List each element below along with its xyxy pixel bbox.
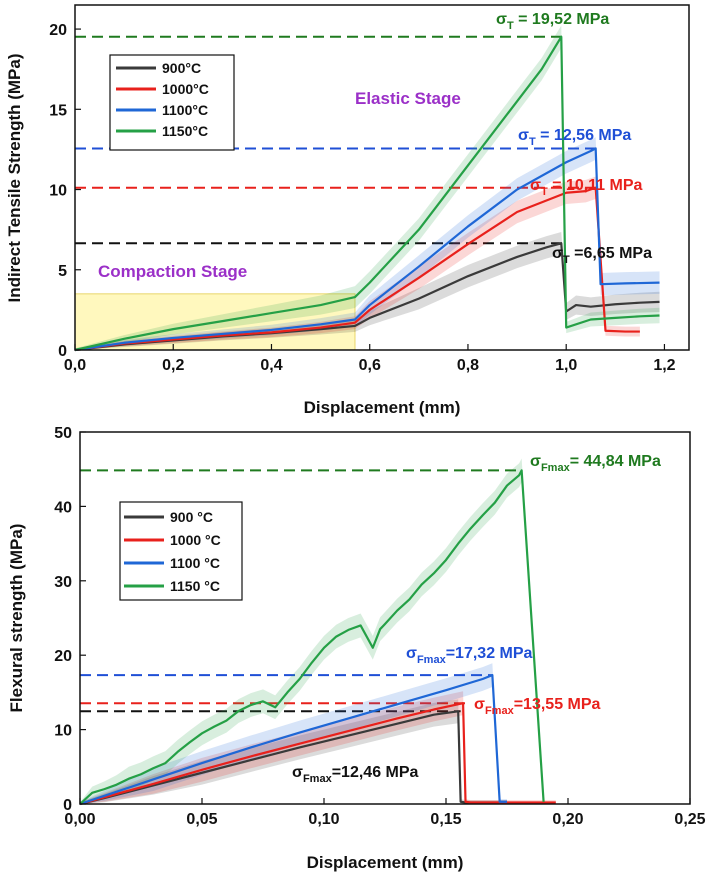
series-band xyxy=(80,458,544,804)
series-line xyxy=(79,674,507,806)
legend-label-1150: 1150°C xyxy=(162,123,208,139)
ref-label-1150: σFmax= 44,84 MPa xyxy=(530,453,661,474)
legend-label-1100: 1100°C xyxy=(162,102,208,118)
x-tick-label: 0,05 xyxy=(186,811,217,828)
plot-frame xyxy=(74,4,690,351)
legend-label-1000: 1000°C xyxy=(162,81,209,97)
y-tick-label: 0 xyxy=(58,343,67,360)
y-tick-label: 20 xyxy=(54,648,72,665)
series-line xyxy=(79,469,545,805)
y-tick-label: 10 xyxy=(49,183,67,200)
x-tick-label: 0,10 xyxy=(308,811,339,828)
x-tick-label: 0,4 xyxy=(260,357,282,374)
x-tick-label: 0,25 xyxy=(674,811,705,828)
series-line xyxy=(79,710,507,806)
x-axis-label: Displacement (mm) xyxy=(307,853,464,872)
legend: 900°C 1000°C 1100°C 1150°C xyxy=(109,54,235,151)
tensile-panel: 0,0 0,2 0,4 0,6 0,8 1,0 1,2 0 5 10 15 20 Indirect T… xyxy=(5,4,690,417)
ref-label-1000: σFmax=13,55 MPa xyxy=(474,696,601,717)
x-tick-label: 0,20 xyxy=(552,811,583,828)
legend-box xyxy=(109,54,235,151)
ref-label-1150: σT = 19,52 MPa xyxy=(496,11,609,32)
plot-frame xyxy=(79,431,691,805)
x-tick-label: 0,2 xyxy=(162,357,184,374)
x-tick-label: 1,2 xyxy=(653,357,675,374)
series-line xyxy=(74,147,660,352)
series-band xyxy=(80,691,556,804)
y-tick-label: 5 xyxy=(58,263,67,280)
y-tick-label: 20 xyxy=(49,22,67,39)
x-tick-label: 0,0 xyxy=(64,357,86,374)
x-tick-label: 0,00 xyxy=(64,811,95,828)
y-tick-label: 50 xyxy=(54,425,72,442)
ref-label-900: σT =6,65 MPa xyxy=(552,245,652,266)
x-tick-label: 0,15 xyxy=(430,811,461,828)
x-axis-label: Displacement (mm) xyxy=(304,398,461,417)
y-tick-label: 0 xyxy=(63,797,72,814)
compaction-stage-label: Compaction Stage xyxy=(98,262,247,281)
series-line xyxy=(74,35,660,352)
legend: 900 °C 1000 °C 1100 °C 1150 °C xyxy=(119,501,243,601)
x-tick-label: 1,0 xyxy=(555,357,577,374)
legend-label-1000: 1000 °C xyxy=(170,532,221,548)
elastic-stage-label: Elastic Stage xyxy=(355,89,461,108)
legend-label-900: 900 °C xyxy=(170,509,213,525)
y-axis-label: Indirect Tensile Strength (MPa) xyxy=(5,53,24,302)
series-band xyxy=(75,232,660,350)
series-band xyxy=(75,176,640,350)
flexural-panel: 0,00 0,05 0,10 0,15 0,20 0,25 0 10 20 30 40 50 Flex… xyxy=(7,425,706,872)
x-tick-label: 0,8 xyxy=(457,357,479,374)
series-band xyxy=(80,699,507,804)
ref-label-900: σFmax=12,46 MPa xyxy=(292,764,419,785)
y-tick-label: 30 xyxy=(54,574,72,591)
legend-label-1100: 1100 °C xyxy=(170,555,220,571)
ref-label-1100: σT = 12,56 MPa xyxy=(518,127,631,148)
x-tick-label: 0,6 xyxy=(359,357,381,374)
ref-label-1000: σT = 10,11 MPa xyxy=(530,177,643,198)
legend-label-900: 900°C xyxy=(162,60,201,76)
y-tick-label: 10 xyxy=(54,723,72,740)
y-tick-label: 15 xyxy=(49,102,67,119)
series-band xyxy=(75,137,660,350)
y-tick-label: 40 xyxy=(54,499,72,516)
ref-label-1100: σFmax=17,32 MPa xyxy=(406,645,533,666)
y-axis-label: Flexural strength (MPa) xyxy=(7,524,26,713)
series-line xyxy=(79,702,556,806)
legend-label-1150: 1150 °C xyxy=(170,578,220,594)
